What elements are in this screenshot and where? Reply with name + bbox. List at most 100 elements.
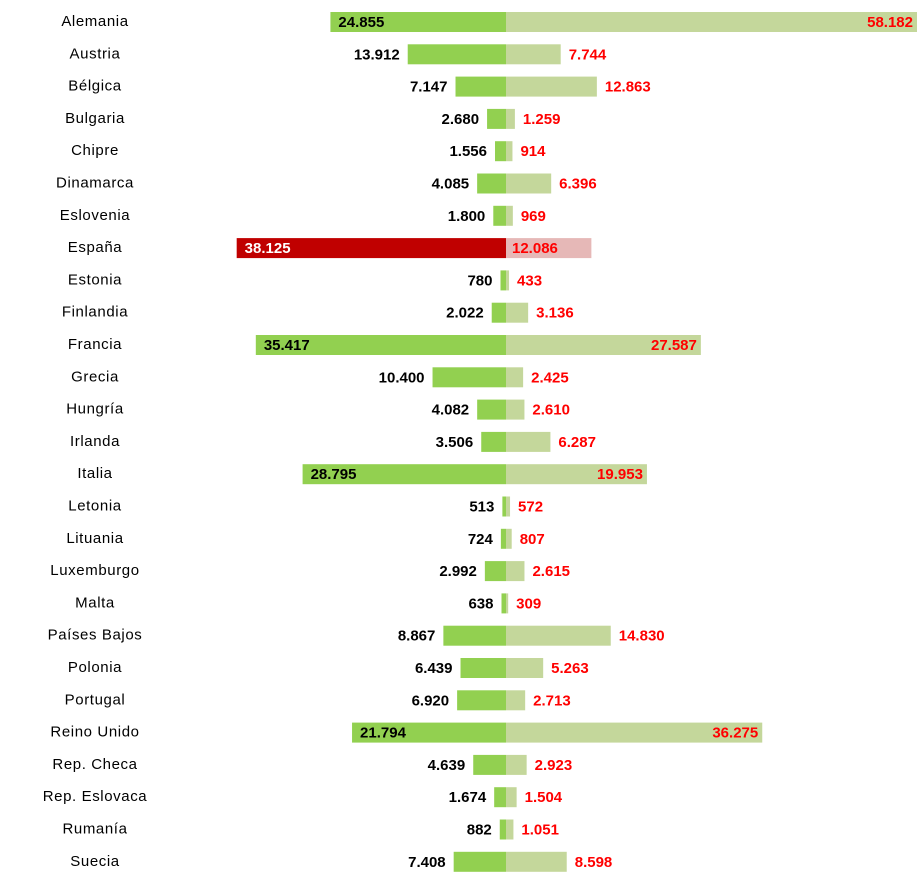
- category-label: Dinamarca: [56, 174, 134, 191]
- value-label: 13.912: [354, 46, 400, 63]
- value-label: 513: [469, 498, 494, 515]
- bar: [506, 238, 592, 259]
- value-label: 1.259: [523, 111, 561, 128]
- value-label: 1.800: [448, 208, 486, 225]
- bar: [506, 173, 552, 194]
- value-label: 10.400: [379, 369, 425, 386]
- bar: [506, 108, 515, 129]
- value-label: 7.744: [569, 46, 607, 63]
- category-label: Portugal: [65, 691, 126, 708]
- bar: [432, 367, 506, 388]
- bar: [506, 335, 701, 355]
- category-label: Finlandia: [62, 304, 128, 321]
- bar: [500, 528, 506, 549]
- value-label: 2.680: [442, 111, 480, 128]
- bar: [506, 690, 526, 711]
- value-label: 28.795: [311, 466, 357, 483]
- bar: [506, 625, 611, 646]
- value-label: 1.504: [525, 789, 563, 806]
- value-label: 21.794: [360, 725, 407, 742]
- bar: [495, 141, 506, 162]
- value-label: 7.408: [408, 854, 446, 871]
- value-label: 2.992: [439, 563, 477, 580]
- bar: [484, 561, 506, 582]
- category-label: Rep. Checa: [52, 756, 137, 773]
- bar: [302, 464, 506, 485]
- bar: [494, 787, 506, 808]
- bar: [506, 593, 509, 614]
- value-label: 807: [520, 531, 545, 548]
- bar: [506, 722, 763, 743]
- value-label: 3.506: [436, 434, 474, 451]
- value-label: 6.920: [412, 692, 450, 709]
- category-label: Letonia: [68, 497, 121, 514]
- bar: [506, 367, 524, 388]
- bar: [477, 173, 506, 194]
- value-label: 2.610: [532, 402, 570, 419]
- category-label: Grecia: [71, 368, 119, 385]
- bar: [502, 496, 506, 517]
- bar: [493, 205, 506, 226]
- bar: [506, 787, 517, 808]
- value-label: 882: [467, 821, 492, 838]
- bar: [506, 528, 512, 549]
- category-label: Eslovenia: [60, 207, 130, 224]
- bar: [491, 302, 506, 323]
- bar: [506, 12, 917, 32]
- bar: [500, 270, 506, 291]
- category-label: Hungría: [66, 401, 124, 418]
- bar: [506, 205, 513, 226]
- category-label: España: [68, 239, 123, 256]
- value-label: 780: [467, 272, 492, 289]
- category-label: Suecia: [70, 853, 120, 870]
- bar: [506, 270, 510, 291]
- category-label: Alemania: [61, 13, 128, 30]
- bar: [506, 496, 511, 517]
- value-label: 309: [516, 595, 541, 612]
- bar: [481, 431, 506, 452]
- value-label: 5.263: [551, 660, 589, 677]
- value-label: 1.556: [449, 143, 487, 160]
- value-label: 2.615: [532, 563, 570, 580]
- value-label: 24.855: [338, 14, 384, 31]
- category-label: Chipre: [71, 142, 119, 159]
- category-label: Lituania: [66, 530, 123, 547]
- bar: [330, 12, 506, 32]
- value-label: 724: [468, 531, 494, 548]
- value-label: 2.022: [446, 305, 484, 322]
- bar: [506, 658, 544, 678]
- category-label: Austria: [70, 45, 121, 62]
- value-label: 433: [517, 272, 542, 289]
- bar: [506, 819, 514, 840]
- value-label: 12.086: [512, 240, 558, 257]
- value-label: 6.439: [415, 660, 453, 677]
- category-label: Irlanda: [70, 433, 120, 450]
- value-label: 8.867: [398, 628, 436, 645]
- bar: [506, 399, 525, 420]
- value-label: 1.674: [449, 789, 487, 806]
- value-label: 6.287: [558, 434, 596, 451]
- value-label: 2.713: [533, 692, 571, 709]
- value-label: 8.598: [575, 854, 613, 871]
- value-label: 7.147: [410, 79, 448, 96]
- value-label: 14.830: [619, 628, 665, 645]
- category-label: Francia: [68, 336, 122, 353]
- category-label: Bulgaria: [65, 110, 125, 127]
- value-label: 19.953: [597, 466, 643, 483]
- value-label: 27.587: [651, 337, 697, 354]
- bar: [407, 44, 506, 65]
- bar: [477, 399, 506, 420]
- bar: [455, 76, 506, 97]
- value-label: 38.125: [245, 240, 291, 257]
- bar: [506, 431, 551, 452]
- bar: [457, 690, 506, 711]
- value-label: 12.863: [605, 79, 651, 96]
- bar: [443, 625, 506, 646]
- value-label: 4.082: [432, 402, 470, 419]
- category-label: Rep. Eslovaca: [43, 788, 148, 805]
- value-label: 3.136: [536, 305, 574, 322]
- category-label: Polonia: [68, 659, 122, 676]
- value-label: 572: [518, 498, 543, 515]
- value-label: 4.085: [432, 175, 470, 192]
